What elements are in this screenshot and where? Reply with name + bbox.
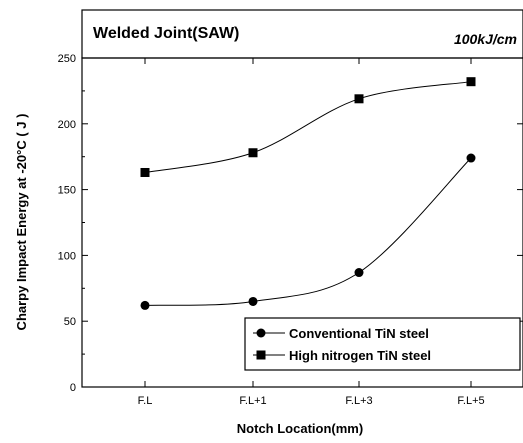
data-point-circle (466, 153, 476, 163)
y-tick-label: 250 (58, 53, 76, 65)
data-point-square (466, 77, 476, 87)
x-axis-title: Notch Location(mm) (237, 421, 363, 436)
legend-label: Conventional TiN steel (289, 326, 429, 341)
series-line-2 (144, 81, 472, 173)
data-point-circle (140, 300, 150, 310)
x-tick-label: F.L+3 (345, 395, 372, 407)
chart-subtitle: 100kJ/cm (454, 31, 517, 47)
legend-marker-circle (256, 328, 266, 338)
y-tick-label: 100 (58, 250, 76, 262)
y-axis-title: Charpy Impact Energy at -20°C ( J ) (14, 114, 29, 331)
legend-label: High nitrogen TiN steel (289, 348, 431, 363)
y-tick-label: 200 (58, 119, 76, 131)
series-line-1 (144, 157, 472, 306)
y-tick-label: 0 (70, 382, 76, 394)
y-tick-label: 150 (58, 185, 76, 197)
chart-title: Welded Joint(SAW) (93, 25, 239, 42)
data-point-circle (248, 296, 258, 306)
title-box (81, 9, 523, 59)
data-point-square (248, 148, 258, 158)
data-point-circle (354, 268, 364, 278)
y-tick-label: 50 (64, 316, 76, 328)
legend-marker-square (256, 350, 266, 360)
legend-box (244, 317, 521, 371)
x-tick-label: F.L+5 (457, 395, 484, 407)
data-point-square (140, 167, 150, 177)
x-tick-label: F.L (138, 395, 153, 407)
x-tick-label: F.L+1 (239, 395, 266, 407)
data-point-square (354, 94, 364, 104)
